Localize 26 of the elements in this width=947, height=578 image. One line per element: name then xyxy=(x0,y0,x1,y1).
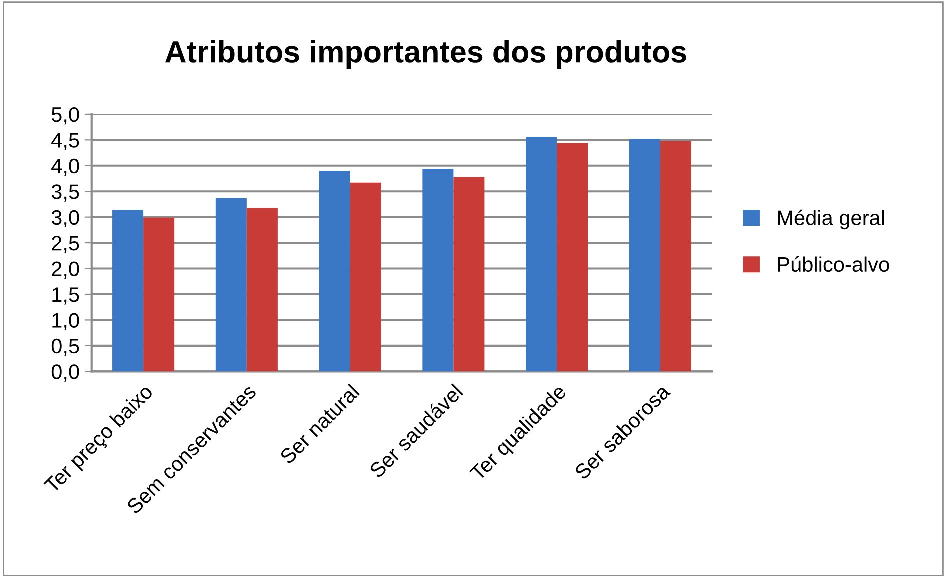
y-tick-label: 1,0 xyxy=(52,313,80,330)
bar xyxy=(629,139,660,372)
bar xyxy=(350,182,382,372)
y-tick-label: 2,5 xyxy=(52,236,80,254)
bar xyxy=(319,171,350,372)
y-tick-label: 3,5 xyxy=(52,184,80,202)
y-tick-label: 1,5 xyxy=(52,288,80,305)
bar xyxy=(454,177,485,372)
chart-title: Atributos importantes dos produtos xyxy=(166,40,686,69)
legend-label: Público-alvo xyxy=(778,256,890,272)
y-tick-label: 0,5 xyxy=(52,338,80,356)
bar xyxy=(144,218,175,372)
y-tick-label: 5,0 xyxy=(52,107,80,125)
bar xyxy=(557,143,588,372)
bar xyxy=(660,141,692,372)
bar xyxy=(112,210,144,372)
y-tick-label: 2,0 xyxy=(52,262,80,279)
legend-label: Média geral xyxy=(778,210,884,230)
bar xyxy=(526,137,558,372)
y-tick-label: 4,5 xyxy=(52,133,80,150)
bar xyxy=(246,208,278,372)
y-tick-label: 4,0 xyxy=(52,158,80,176)
bar xyxy=(216,198,247,372)
y-tick-label: 0,0 xyxy=(52,364,80,382)
bar xyxy=(422,168,454,372)
y-tick-label: 3,0 xyxy=(52,210,80,228)
